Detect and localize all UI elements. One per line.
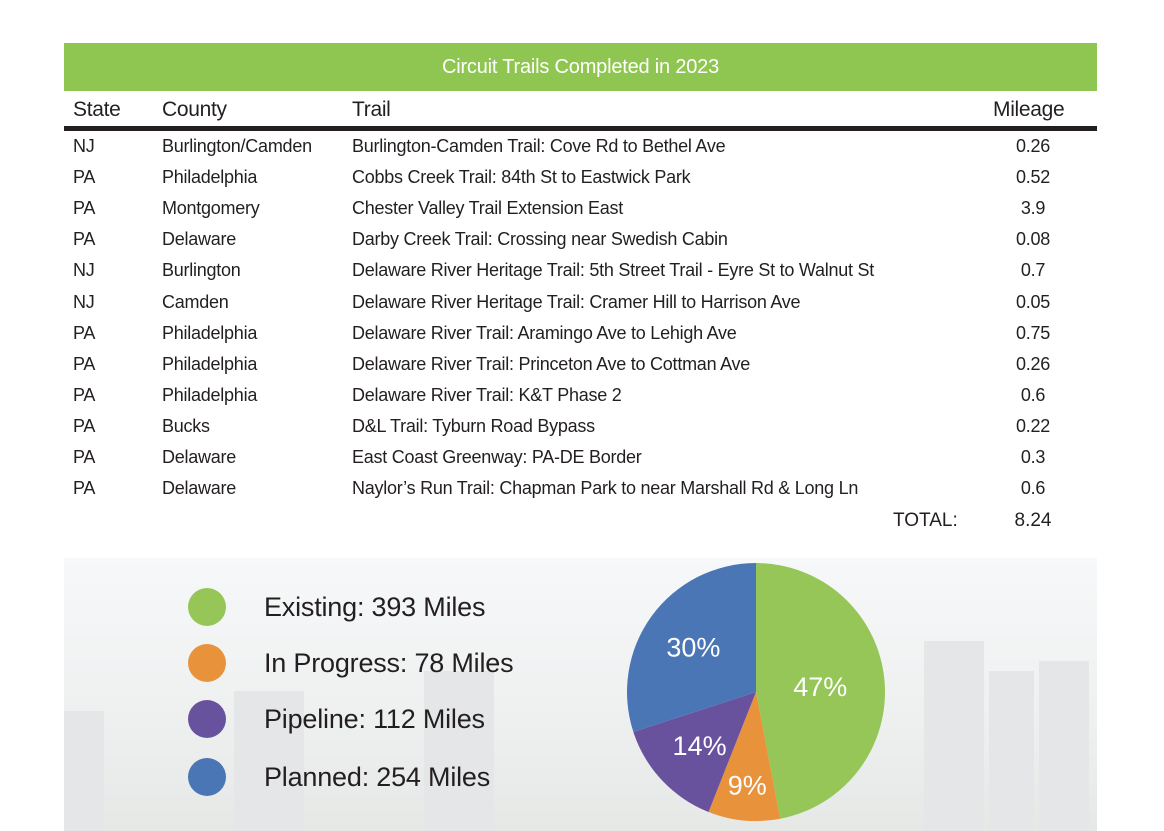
pie-slice-pipeline [633, 692, 756, 812]
cell-trail: Naylor’s Run Trail: Chapman Park to near… [352, 478, 859, 499]
cell-county: Delaware [162, 229, 237, 250]
cell-trail: Chester Valley Trail Extension East [352, 198, 624, 219]
cell-trail: D&L Trail: Tyburn Road Bypass [352, 415, 595, 436]
cell-county: Delaware [162, 447, 237, 467]
table-row: PA Philadelphia Delaware River Trail: K&T … [0, 385, 1164, 416]
pie-slice-existing [756, 563, 885, 819]
table-title-banner: Circuit Trails Completed in 2023 [64, 43, 1097, 91]
cell-state: NJ [73, 136, 95, 156]
legend-item-pipeline: Pipeline: 112 Miles [188, 699, 485, 739]
cell-state: NJ [73, 291, 95, 312]
table-row: NJ Burlington Delaware River Heritage Trai… [0, 260, 1164, 291]
header-county: County [162, 98, 227, 121]
cell-county: Burlington [162, 260, 241, 281]
cell-county: Delaware [162, 478, 237, 499]
cell-county: Philadelphia [162, 167, 258, 188]
cell-state: PA [73, 415, 96, 436]
cell-mileage: 0.08 [1015, 229, 1051, 250]
cell-mileage: 0.6 [1020, 478, 1046, 499]
total-label: TOTAL: [893, 510, 958, 531]
total-value: 8.24 [1014, 510, 1052, 531]
table-row: PA Philadelphia Delaware River Trail: Prin… [0, 354, 1164, 385]
cell-state: PA [73, 198, 96, 219]
cell-county: Philadelphia [162, 322, 258, 343]
cell-county: Philadelphia [162, 353, 258, 374]
legend-label: Pipeline: 112 Miles [264, 703, 485, 734]
cell-trail: East Coast Greenway: PA-DE Border [352, 447, 642, 467]
cell-trail: Delaware River Trail: Princeton Ave to C… [352, 353, 751, 374]
header-trail: Trail [352, 98, 391, 121]
cell-state: PA [73, 322, 96, 343]
cell-county: Camden [162, 291, 229, 312]
cell-mileage: 0.05 [1015, 291, 1051, 312]
summary-panel [64, 558, 1097, 831]
legend-dot-in-progress [188, 644, 226, 682]
legend-dot-existing [188, 588, 226, 626]
cell-state: PA [73, 447, 96, 467]
cell-state: PA [73, 384, 96, 405]
header-divider [64, 126, 1097, 131]
cell-trail: Delaware River Trail: K&T Phase 2 [352, 384, 622, 405]
cell-county: Philadelphia [162, 384, 258, 405]
legend-label: In Progress: 78 Miles [264, 647, 514, 678]
cell-trail: Darby Creek Trail: Crossing near Swedish… [352, 229, 728, 250]
cell-state: PA [73, 229, 96, 250]
cell-state: PA [73, 353, 96, 374]
legend-label: Planned: 254 Miles [264, 761, 491, 792]
legend-dot-pipeline [188, 700, 226, 738]
cell-mileage: 0.75 [1015, 322, 1051, 343]
legend-item-planned: Planned: 254 Miles [188, 757, 490, 797]
cell-mileage: 0.22 [1015, 415, 1051, 436]
legend-label: Existing: 393 Miles [264, 591, 486, 622]
cell-mileage: 0.7 [1020, 260, 1046, 281]
cell-state: NJ [73, 260, 95, 281]
cell-trail: Delaware River Heritage Trail: Cramer Hi… [352, 291, 801, 312]
cell-trail: Delaware River Trail: Aramingo Ave to Le… [352, 322, 737, 343]
table-row: PA Delaware Darby Creek Trail: Crossing ne… [0, 229, 1164, 260]
cell-county: Burlington/Camden [162, 136, 312, 156]
cell-mileage: 0.26 [1015, 353, 1051, 374]
legend-dot-planned [188, 758, 226, 796]
header-mileage: Mileage [993, 98, 1065, 121]
cell-mileage: 0.52 [1015, 167, 1051, 188]
pie-slice-planned [627, 563, 756, 732]
pie-slice-in-progress [708, 692, 781, 821]
pie-label: 9% [728, 770, 767, 800]
cell-county: Montgomery [162, 198, 260, 219]
cell-mileage: 0.26 [1015, 136, 1051, 156]
cell-county: Bucks [162, 415, 210, 436]
table-row: PA Philadelphia Cobbs Creek Trail: 84th St… [0, 167, 1164, 198]
legend-item-in-progress: In Progress: 78 Miles [188, 643, 514, 683]
table-row: PA Bucks D&L Trail: Tyburn Road Bypass 0.22 [0, 416, 1164, 447]
table-row: NJ Camden Delaware River Heritage Trail: C… [0, 292, 1164, 323]
table-row: PA Delaware East Coast Greenway: PA-DE Bor… [0, 447, 1164, 478]
pie-label: 30% [666, 633, 720, 663]
legend-item-existing: Existing: 393 Miles [188, 587, 485, 627]
pie-label: 14% [673, 731, 727, 761]
table-row: PA Montgomery Chester Valley Trail Extensi… [0, 198, 1164, 229]
pie-label: 47% [793, 672, 847, 702]
cell-trail: Delaware River Heritage Trail: 5th Stree… [352, 260, 875, 281]
cell-state: PA [73, 167, 96, 188]
table-row: NJ Burlington/Camden Burlington-Camden Tra… [0, 136, 1164, 167]
table-row: PA Philadelphia Delaware River Trail: Aram… [0, 323, 1164, 354]
cell-mileage: 3.9 [1020, 198, 1046, 219]
table-row: PA Delaware Naylor’s Run Trail: Chapman Pa… [0, 478, 1164, 509]
cell-trail: Cobbs Creek Trail: 84th St to Eastwick P… [352, 167, 691, 188]
header-state: State [73, 98, 121, 121]
cell-trail: Burlington-Camden Trail: Cove Rd to Beth… [352, 136, 726, 156]
cell-mileage: 0.6 [1020, 384, 1046, 405]
cell-state: PA [73, 478, 96, 499]
cell-mileage: 0.3 [1020, 447, 1046, 467]
